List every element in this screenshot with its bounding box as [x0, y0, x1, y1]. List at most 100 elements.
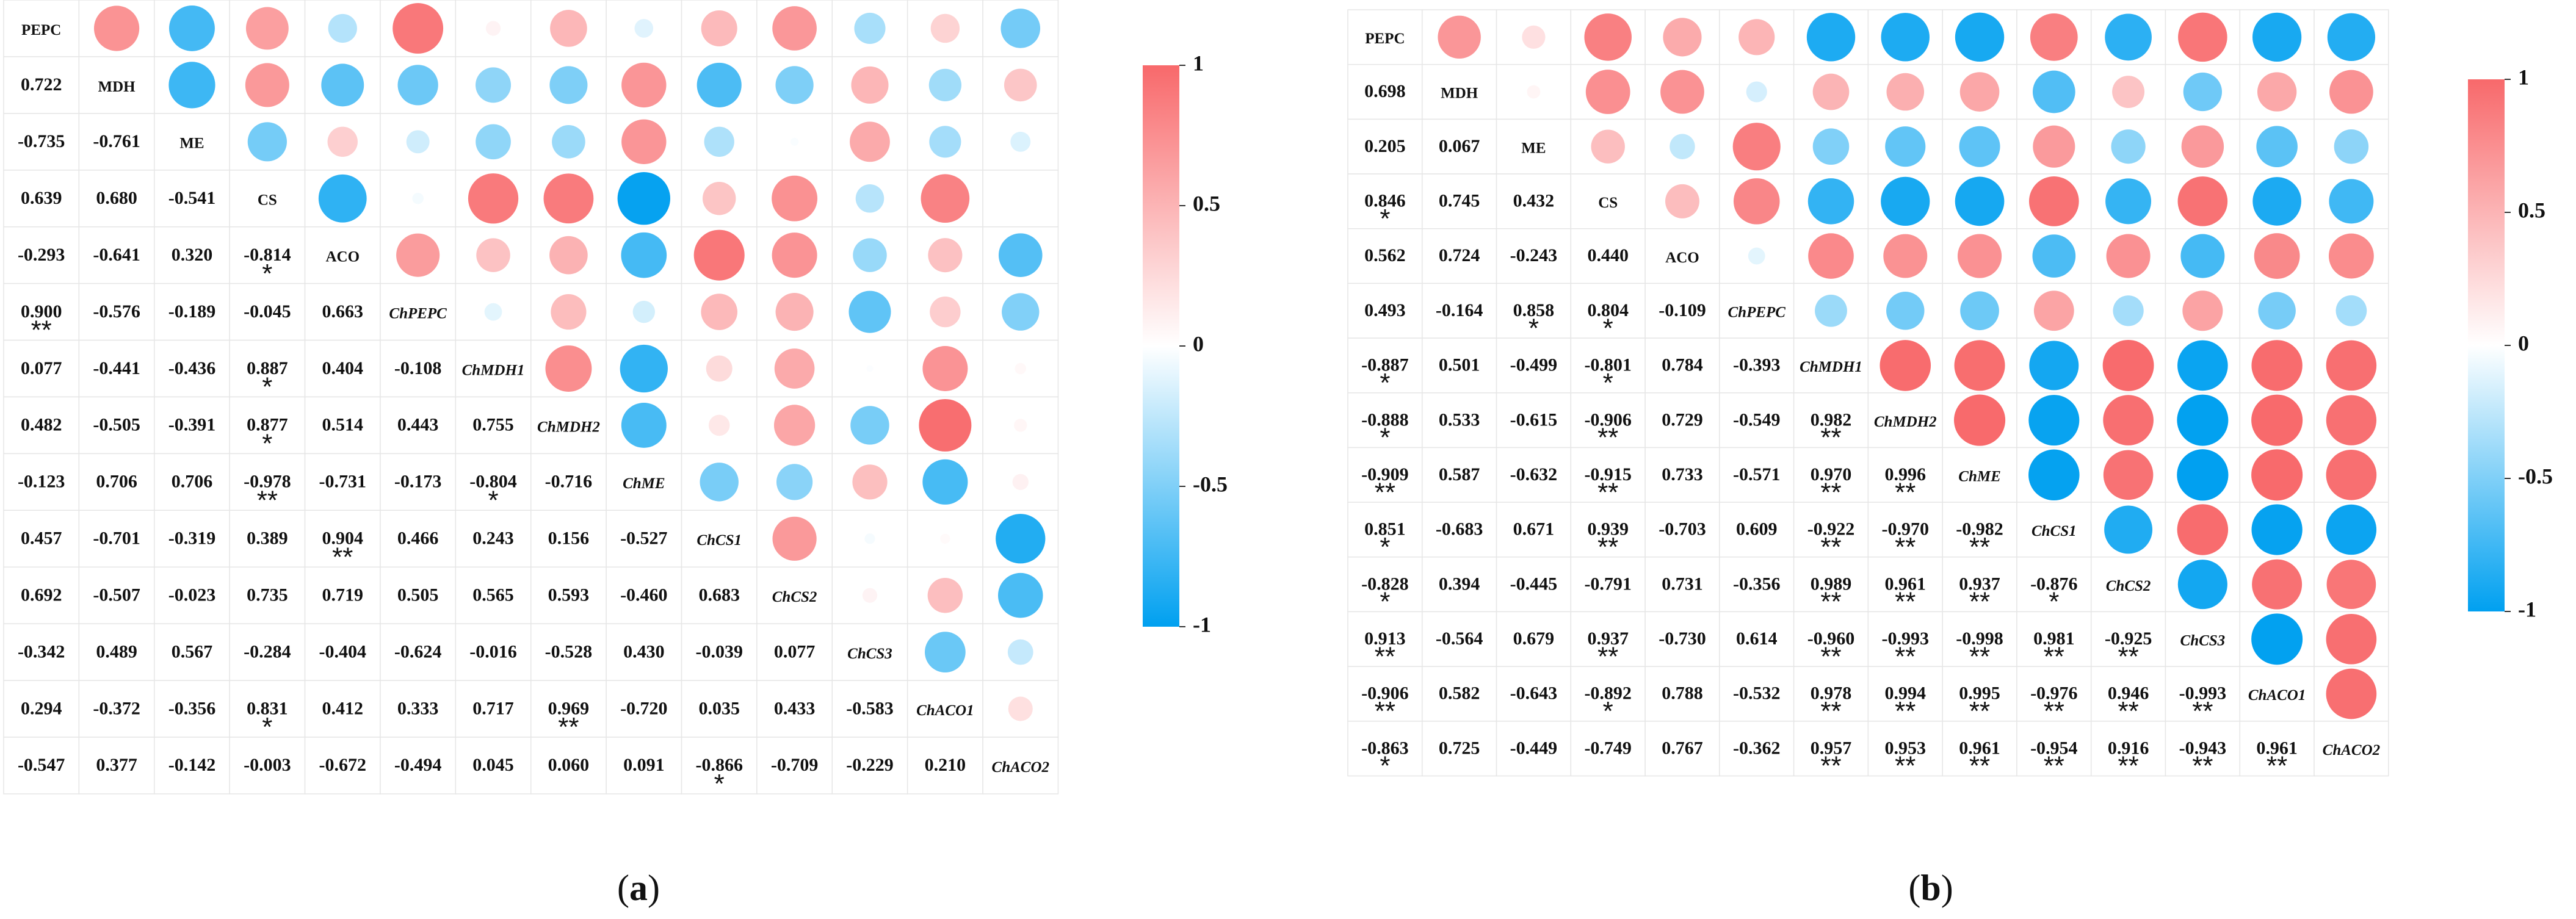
- correlation-circle: [168, 62, 215, 109]
- significance-stars: **: [257, 485, 278, 515]
- correlation-value: 0.961: [2256, 738, 2298, 758]
- correlation-circle: [550, 10, 587, 47]
- grid-cell: [2165, 721, 2240, 777]
- correlation-circle: [2113, 295, 2144, 326]
- grid-cell: [1347, 118, 1423, 175]
- grid-cell: [455, 737, 532, 795]
- correlation-value: 0.639: [21, 188, 62, 208]
- caption-close: ): [648, 868, 660, 908]
- correlation-circle: [328, 13, 357, 43]
- significance-stars: *: [2049, 587, 2059, 617]
- correlation-value: 0.996: [1885, 464, 1927, 485]
- colorbar-tick-label: 0: [1193, 331, 1204, 356]
- grid-cell: [2090, 666, 2166, 722]
- correlation-value: 0.994: [1885, 683, 1927, 704]
- grid-cell: [304, 453, 381, 511]
- significance-stars: **: [1895, 532, 1916, 562]
- correlation-value: 0.784: [1662, 355, 1703, 375]
- variable-label: ChCS2: [772, 589, 817, 605]
- correlation-circle: [2103, 395, 2154, 445]
- correlation-circle: [866, 365, 874, 372]
- correlation-value: -0.499: [1510, 355, 1558, 375]
- grid-cell: [2090, 721, 2166, 777]
- correlation-value: 0.724: [1439, 245, 1480, 265]
- grid-cell: [2016, 721, 2092, 777]
- correlation-circle: [621, 402, 667, 448]
- correlation-value: 0.045: [472, 755, 514, 775]
- grid-cell: [229, 226, 306, 284]
- correlation-value: -0.761: [93, 131, 140, 151]
- correlation-value: 0.294: [21, 698, 62, 718]
- grid-cell: [1793, 502, 1869, 558]
- correlation-circle: [2103, 450, 2154, 500]
- grid-cell: [1570, 666, 1646, 722]
- grid-cell: [1347, 502, 1423, 558]
- correlation-circle: [848, 290, 891, 333]
- correlation-value: -0.541: [168, 188, 216, 208]
- variable-label: PEPC: [21, 22, 61, 38]
- grid-cell: [530, 566, 607, 624]
- grid-cell: [1347, 337, 1423, 394]
- correlation-circle: [1012, 474, 1029, 491]
- grid-cell: [3, 113, 80, 171]
- correlation-circle: [929, 126, 961, 158]
- correlation-value: 0.953: [1885, 738, 1927, 758]
- correlation-value: -0.709: [771, 755, 819, 775]
- grid-cell: [229, 566, 306, 624]
- correlation-circle: [1007, 639, 1033, 665]
- correlation-circle: [2326, 614, 2377, 665]
- correlation-value: -0.284: [244, 641, 291, 661]
- correlation-value: -0.749: [1584, 738, 1632, 758]
- correlation-circle: [2326, 395, 2377, 445]
- significance-stars: **: [1820, 477, 1841, 507]
- correlation-circle: [621, 119, 667, 165]
- grid-cell: [982, 737, 1059, 795]
- colorbar-tick-label: -0.5: [2518, 464, 2553, 488]
- correlation-circle: [940, 533, 950, 544]
- correlation-value: 0.210: [925, 755, 966, 775]
- correlation-value: 0.505: [397, 585, 439, 605]
- correlation-value: 0.035: [698, 698, 740, 718]
- grid-cell: [2314, 721, 2389, 777]
- correlation-value: 0.077: [21, 358, 62, 378]
- correlation-circle: [853, 238, 887, 272]
- grid-cell: [1644, 502, 1720, 558]
- correlation-circle: [2029, 341, 2079, 391]
- significance-stars: **: [1375, 477, 1395, 507]
- correlation-value: 0.877: [247, 415, 288, 435]
- significance-stars: *: [1529, 313, 1539, 343]
- correlation-circle: [1738, 19, 1775, 56]
- grid-cell: [1422, 392, 1497, 449]
- correlation-circle: [1591, 129, 1625, 164]
- correlation-circle: [2326, 504, 2377, 555]
- grid-cell: [681, 680, 758, 738]
- correlation-value: -0.892: [1584, 683, 1632, 704]
- correlation-value: -0.362: [1733, 738, 1781, 758]
- grid-cell: [2090, 611, 2166, 667]
- correlation-value: 0.957: [1811, 738, 1852, 758]
- correlation-value: -0.730: [1659, 629, 1706, 649]
- grid-cell: [1570, 502, 1646, 558]
- correlation-circle: [484, 303, 502, 321]
- correlation-circle: [2258, 292, 2296, 330]
- correlation-value: 0.981: [2033, 629, 2075, 649]
- grid-cell: [1793, 666, 1869, 722]
- significance-stars: **: [2267, 751, 2287, 781]
- correlation-value: 0.582: [1439, 683, 1480, 704]
- correlation-value: -0.925: [2105, 629, 2152, 649]
- correlation-value: -0.109: [1659, 300, 1706, 320]
- correlation-value: 0.717: [472, 698, 514, 718]
- colorbar-tick-label: -1: [1193, 612, 1211, 636]
- correlation-circle: [773, 405, 816, 446]
- correlation-value: 0.433: [774, 698, 816, 718]
- correlation-circle: [2252, 12, 2302, 62]
- correlation-value: 0.587: [1439, 464, 1480, 485]
- correlation-value: -0.876: [2030, 574, 2078, 594]
- correlation-value: 0.706: [172, 472, 213, 492]
- grid-cell: [606, 680, 682, 738]
- grid-cell: [681, 737, 758, 795]
- correlation-circle: [543, 173, 594, 224]
- correlation-value: -0.703: [1659, 519, 1706, 539]
- correlation-value: 0.533: [1439, 409, 1480, 430]
- grid-cell: [1422, 228, 1497, 284]
